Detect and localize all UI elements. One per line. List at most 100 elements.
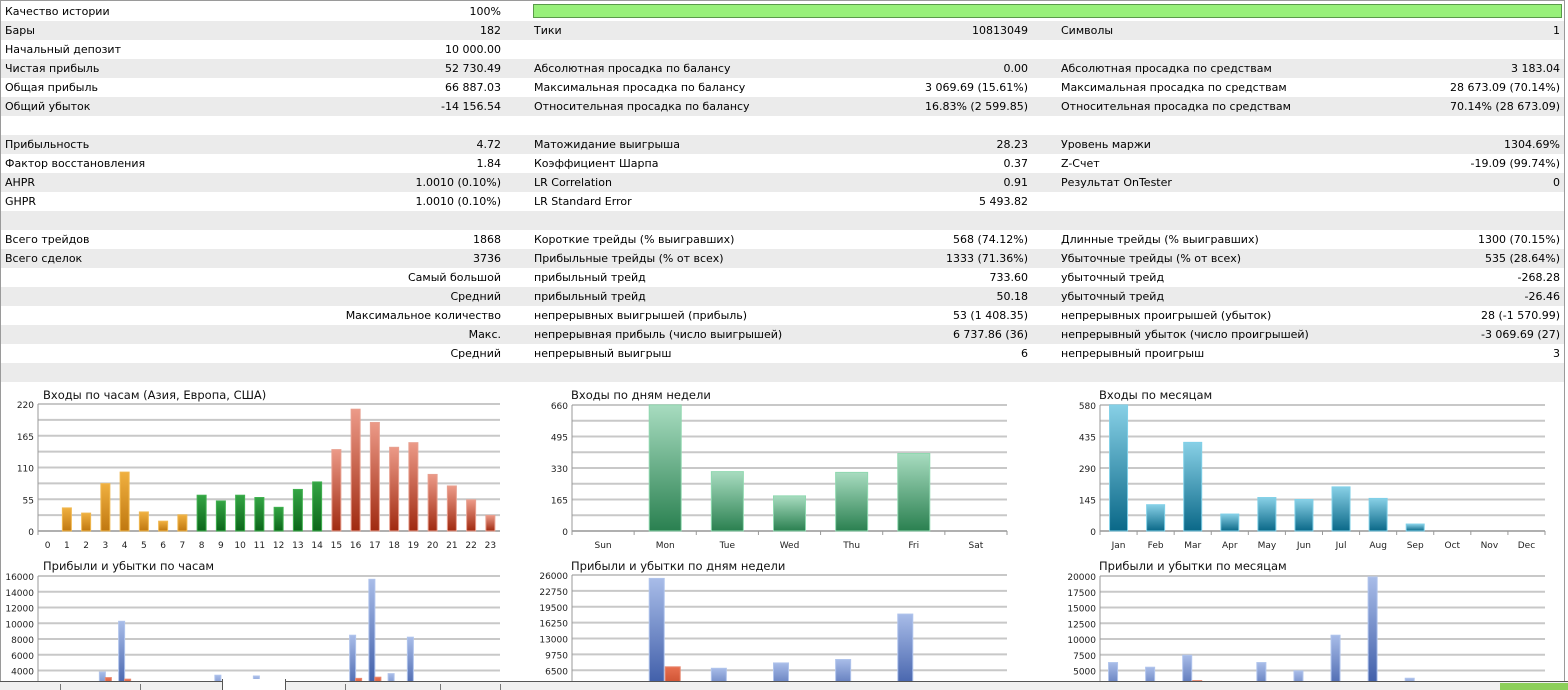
status-indicator — [1500, 683, 1568, 690]
stat-label: Длинные трейды (% выигравших) — [1061, 233, 1259, 246]
x-tick-label: Jan — [1111, 541, 1126, 551]
y-tick-label: 14000 — [5, 589, 34, 599]
x-tick-label: 20 — [427, 541, 439, 551]
y-tick-label: 330 — [551, 465, 568, 475]
stat-value: 10813049 — [972, 24, 1028, 37]
y-tick-label: 220 — [17, 401, 34, 411]
bar — [1220, 513, 1240, 532]
y-tick-label: 4000 — [11, 668, 34, 678]
stat-value: 1300 (70.15%) — [1477, 233, 1560, 246]
stat-value: -3 069.69 (27) — [1480, 328, 1560, 341]
summary-row: Качество истории 100% — [1, 2, 1564, 21]
x-tick-label: Sat — [969, 541, 984, 551]
summary-row: Начальный депозит 10 000.00 — [1, 40, 1564, 59]
x-tick-label: 6 — [160, 541, 166, 551]
x-tick-label: 18 — [388, 541, 400, 551]
summary-row: Всего трейдов 1868 Короткие трейды (% выиг… — [1, 230, 1564, 249]
bar — [312, 481, 323, 532]
x-tick-label: 9 — [218, 541, 224, 551]
stat-value: 1333 (71.36%) — [945, 252, 1028, 265]
y-tick-label: 10000 — [1067, 636, 1096, 646]
stat-value: 52 730.49 — [445, 62, 501, 75]
stat-value: 28.23 — [996, 138, 1029, 151]
bar — [1294, 499, 1314, 532]
x-tick-label: Sun — [595, 541, 612, 551]
bar — [835, 471, 869, 532]
y-tick-label: 9750 — [545, 651, 568, 661]
stat-label: Коэффициент Шарпа — [534, 157, 659, 170]
profit-bar — [1182, 654, 1193, 689]
stat-label: непрерывный проигрыш — [1061, 347, 1205, 360]
stat-label: непрерывная прибыль (число выигрышей) — [534, 328, 783, 341]
x-tick-label: Mar — [1184, 541, 1201, 551]
stat-value: -26.46 — [1524, 290, 1560, 303]
bar — [292, 488, 303, 532]
y-tick-label: 15000 — [1067, 605, 1096, 615]
stat-label: Абсолютная просадка по средствам — [1061, 62, 1272, 75]
stat-value: 3 — [1553, 347, 1560, 360]
y-tick-label: 17500 — [1067, 589, 1096, 599]
bar — [773, 495, 806, 532]
stat-label: LR Correlation — [534, 176, 612, 189]
profit-bar — [1367, 576, 1378, 689]
y-tick-label: 660 — [551, 402, 568, 412]
summary-row: Максимальное количество непрерывных выигр… — [1, 306, 1564, 325]
summary-table: Качество истории 100% Бары 182 Тики 10813049 С… — [1, 2, 1564, 382]
summary-row — [1, 211, 1564, 230]
x-tick-label: Fri — [908, 541, 919, 551]
summary-row: Общая прибыль 66 887.03 Максимальная проса… — [1, 78, 1564, 97]
stat-value: 4.72 — [476, 138, 502, 151]
summary-row: AHPR 1.0010 (0.10%) LR Correlation 0.91 Резу… — [1, 173, 1564, 192]
stat-value: 0.00 — [1003, 62, 1029, 75]
bar — [138, 511, 149, 532]
stat-value: -268.28 — [1517, 271, 1560, 284]
stat-label: убыточный трейд — [1061, 271, 1165, 284]
y-tick-label: 6500 — [545, 667, 568, 677]
summary-row: Общий убыток -14 156.54 Относительная прос… — [1, 97, 1564, 116]
chart-title: Прибыли и убытки по дням недели — [571, 559, 785, 573]
y-tick-label: 16000 — [5, 573, 34, 583]
stat-label: Прибыльность — [5, 138, 90, 151]
stat-value: 10 000.00 — [445, 43, 501, 56]
stat-label: Максимальная просадка по балансу — [534, 81, 746, 94]
profit-bar — [648, 577, 665, 689]
tab-active[interactable] — [222, 679, 286, 690]
bar — [1331, 486, 1351, 532]
x-tick-label: Jun — [1296, 541, 1311, 551]
summary-row: Самый большой прибыльный трейд 733.60 убыто… — [1, 268, 1564, 287]
stat-label: Убыточные трейды (% от всех) — [1061, 252, 1242, 265]
stat-label: Матожидание выигрыша — [534, 138, 680, 151]
summary-row: Чистая прибыль 52 730.49 Абсолютная просад… — [1, 59, 1564, 78]
stat-label: Чистая прибыль — [5, 62, 100, 75]
y-tick-label: 0 — [562, 528, 568, 538]
y-tick-label: 10000 — [5, 620, 34, 630]
stat-label: прибыльный трейд — [534, 271, 646, 284]
stat-value: 3736 — [473, 252, 501, 265]
tab-separator — [500, 684, 501, 690]
bar — [119, 471, 130, 532]
stat-value: 100% — [469, 5, 501, 18]
stat-label: Короткие трейды (% выигравших) — [534, 233, 735, 246]
bar — [235, 494, 246, 532]
x-tick-label: Sep — [1407, 541, 1424, 551]
stat-value: 1 — [1553, 24, 1560, 37]
stat-value: 1304.69% — [1504, 138, 1560, 151]
y-tick-label: 12500 — [1067, 620, 1096, 630]
summary-row: Всего сделок 3736 Прибыльные трейды (% от … — [1, 249, 1564, 268]
summary-row — [1, 363, 1564, 382]
y-tick-label: 290 — [1079, 465, 1096, 475]
x-tick-label: Apr — [1222, 541, 1238, 551]
stat-label: Уровень маржи — [1061, 138, 1151, 151]
stat-label: Результат OnTester — [1061, 176, 1172, 189]
x-tick-label: Wed — [780, 541, 800, 551]
stat-label: Всего трейдов — [5, 233, 90, 246]
stat-value: -14 156.54 — [441, 100, 501, 113]
bar — [177, 514, 188, 532]
y-tick-label: 0 — [28, 528, 34, 538]
bar — [427, 473, 438, 532]
profit-bar — [1330, 634, 1341, 689]
stat-label: непрерывных выигрышей (прибыль) — [534, 309, 748, 322]
stat-value: 70.14% (28 673.09) — [1449, 100, 1560, 113]
x-tick-label: Mon — [656, 541, 675, 551]
y-tick-label: 6000 — [11, 652, 34, 662]
